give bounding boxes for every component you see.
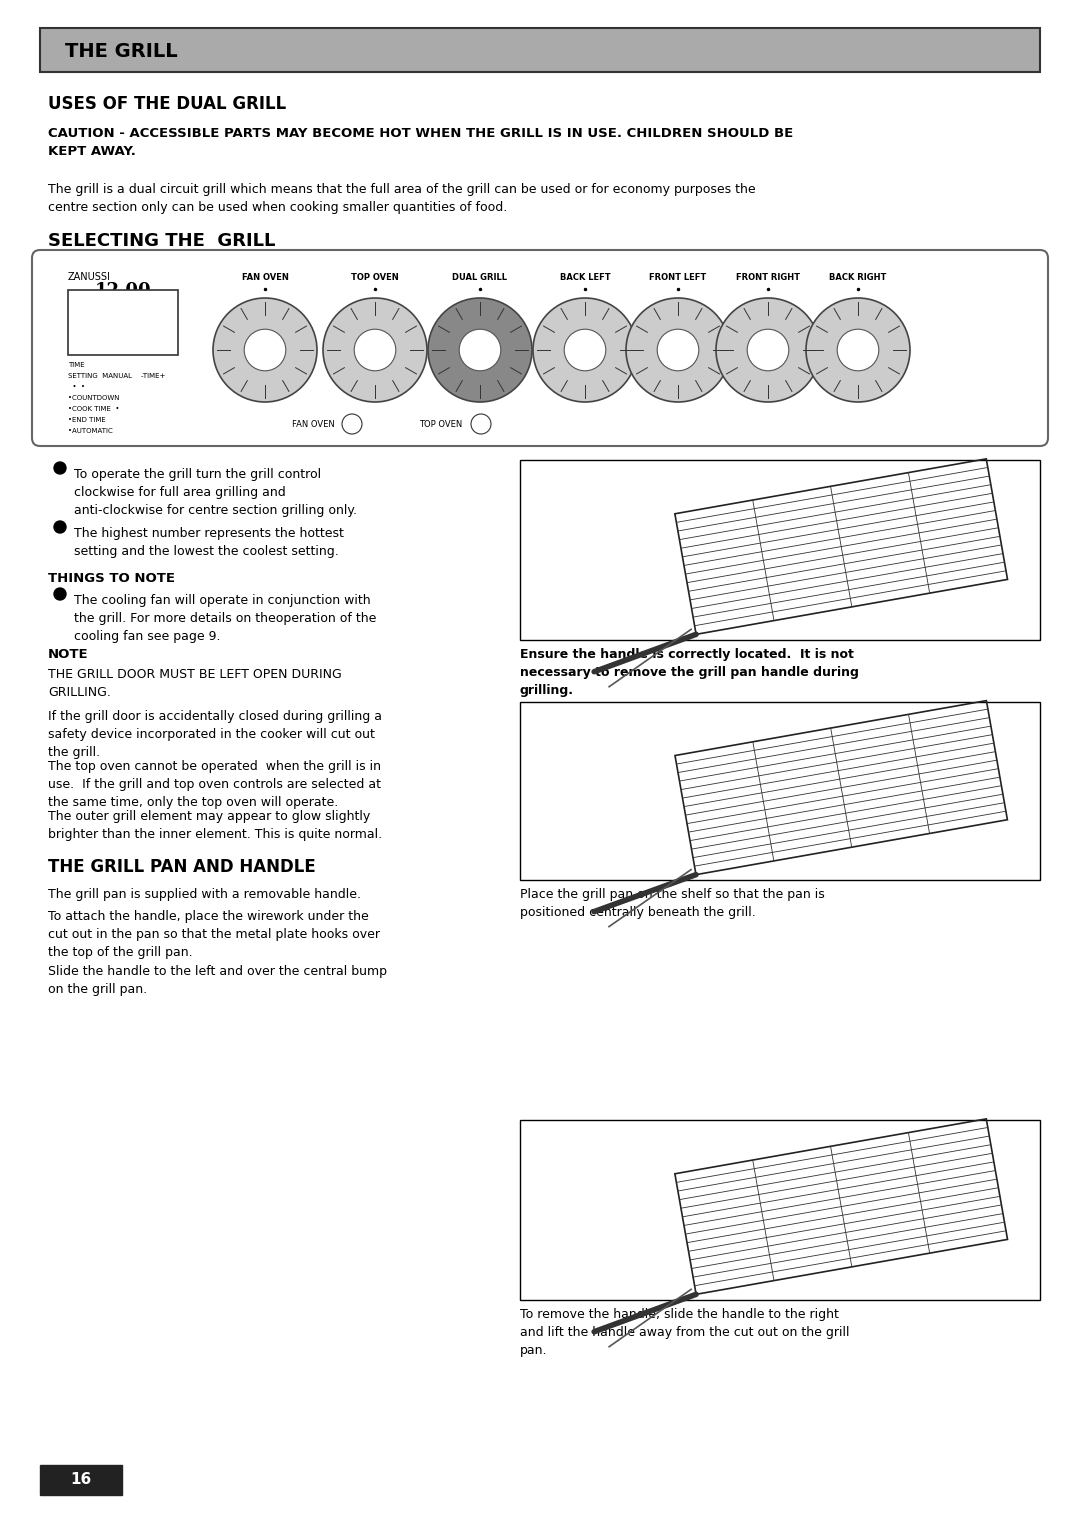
Circle shape [54, 521, 66, 533]
Circle shape [534, 298, 637, 402]
Circle shape [54, 588, 66, 601]
Text: TOP OVEN: TOP OVEN [419, 420, 462, 429]
Text: SETTING  MANUAL    -TIME+: SETTING MANUAL -TIME+ [68, 373, 165, 379]
Text: BACK RIGHT: BACK RIGHT [829, 274, 887, 283]
Bar [40, 28, 1040, 72]
Circle shape [459, 329, 501, 371]
Circle shape [244, 329, 286, 371]
Text: The grill pan is supplied with a removable handle.: The grill pan is supplied with a removab… [48, 888, 361, 902]
Circle shape [342, 414, 362, 434]
Text: •AUTOMATIC: •AUTOMATIC [68, 428, 112, 434]
Text: The top oven cannot be operated  when the grill is in
use.  If the grill and top: The top oven cannot be operated when the… [48, 759, 381, 808]
Text: To attach the handle, place the wirework under the
cut out in the pan so that th: To attach the handle, place the wirework… [48, 911, 380, 960]
Text: FAN OVEN: FAN OVEN [292, 420, 335, 429]
Circle shape [716, 298, 820, 402]
Circle shape [837, 329, 879, 371]
Text: The outer grill element may appear to glow slightly
brighter than the inner elem: The outer grill element may appear to gl… [48, 810, 382, 840]
Text: ZANUSSI: ZANUSSI [68, 272, 111, 283]
Text: FRONT LEFT: FRONT LEFT [649, 274, 706, 283]
Text: •  •: • • [68, 384, 85, 390]
Text: FAN OVEN: FAN OVEN [242, 274, 288, 283]
Text: The highest number represents the hottest
setting and the lowest the coolest set: The highest number represents the hottes… [75, 527, 343, 558]
Circle shape [323, 298, 427, 402]
Text: TIME: TIME [68, 362, 84, 368]
Text: The grill is a dual circuit grill which means that the full area of the grill ca: The grill is a dual circuit grill which … [48, 183, 756, 214]
Circle shape [806, 298, 910, 402]
Text: To remove the handle, slide the handle to the right
and lift the handle away fro: To remove the handle, slide the handle t… [519, 1308, 850, 1357]
Text: THINGS TO NOTE: THINGS TO NOTE [48, 571, 175, 585]
Text: THE GRILL: THE GRILL [65, 41, 177, 61]
Bar [519, 1120, 1040, 1300]
Text: CAUTION - ACCESSIBLE PARTS MAY BECOME HOT WHEN THE GRILL IS IN USE. CHILDREN SHO: CAUTION - ACCESSIBLE PARTS MAY BECOME HO… [48, 127, 793, 157]
Bar [519, 460, 1040, 640]
Bar [40, 1465, 122, 1494]
Text: NOTE: NOTE [48, 648, 89, 662]
Circle shape [354, 329, 395, 371]
Text: SELECTING THE  GRILL: SELECTING THE GRILL [48, 232, 275, 251]
Circle shape [54, 461, 66, 474]
FancyBboxPatch shape [32, 251, 1048, 446]
Text: 16: 16 [70, 1473, 92, 1487]
Text: USES OF THE DUAL GRILL: USES OF THE DUAL GRILL [48, 95, 286, 113]
Text: Slide the handle to the left and over the central bump
on the grill pan.: Slide the handle to the left and over th… [48, 966, 387, 996]
Circle shape [213, 298, 318, 402]
Circle shape [471, 414, 491, 434]
Text: Ensure the handle is correctly located.  It is not
necessary to remove the grill: Ensure the handle is correctly located. … [519, 648, 859, 697]
Bar [519, 701, 1040, 880]
Circle shape [658, 329, 699, 371]
Text: FRONT RIGHT: FRONT RIGHT [735, 274, 800, 283]
Text: 12.00: 12.00 [95, 283, 151, 299]
Circle shape [747, 329, 788, 371]
Text: The cooling fan will operate in conjunction with
the grill. For more details on : The cooling fan will operate in conjunct… [75, 594, 376, 643]
Text: To operate the grill turn the grill control
clockwise for full area grilling and: To operate the grill turn the grill cont… [75, 468, 357, 516]
Text: If the grill door is accidentally closed during grilling a
safety device incorpo: If the grill door is accidentally closed… [48, 711, 382, 759]
Text: THE GRILL DOOR MUST BE LEFT OPEN DURING
GRILLING.: THE GRILL DOOR MUST BE LEFT OPEN DURING … [48, 668, 341, 698]
Circle shape [626, 298, 730, 402]
Text: •COUNTDOWN: •COUNTDOWN [68, 396, 120, 400]
Text: •COOK TIME  •: •COOK TIME • [68, 406, 120, 413]
Text: Place the grill pan on the shelf so that the pan is
positioned centrally beneath: Place the grill pan on the shelf so that… [519, 888, 825, 918]
Text: THE GRILL PAN AND HANDLE: THE GRILL PAN AND HANDLE [48, 859, 315, 876]
Circle shape [428, 298, 532, 402]
Circle shape [564, 329, 606, 371]
Text: BACK LEFT: BACK LEFT [559, 274, 610, 283]
Text: DUAL GRILL: DUAL GRILL [453, 274, 508, 283]
Text: TOP OVEN: TOP OVEN [351, 274, 399, 283]
Bar [68, 290, 178, 354]
Text: •END TIME: •END TIME [68, 417, 106, 423]
